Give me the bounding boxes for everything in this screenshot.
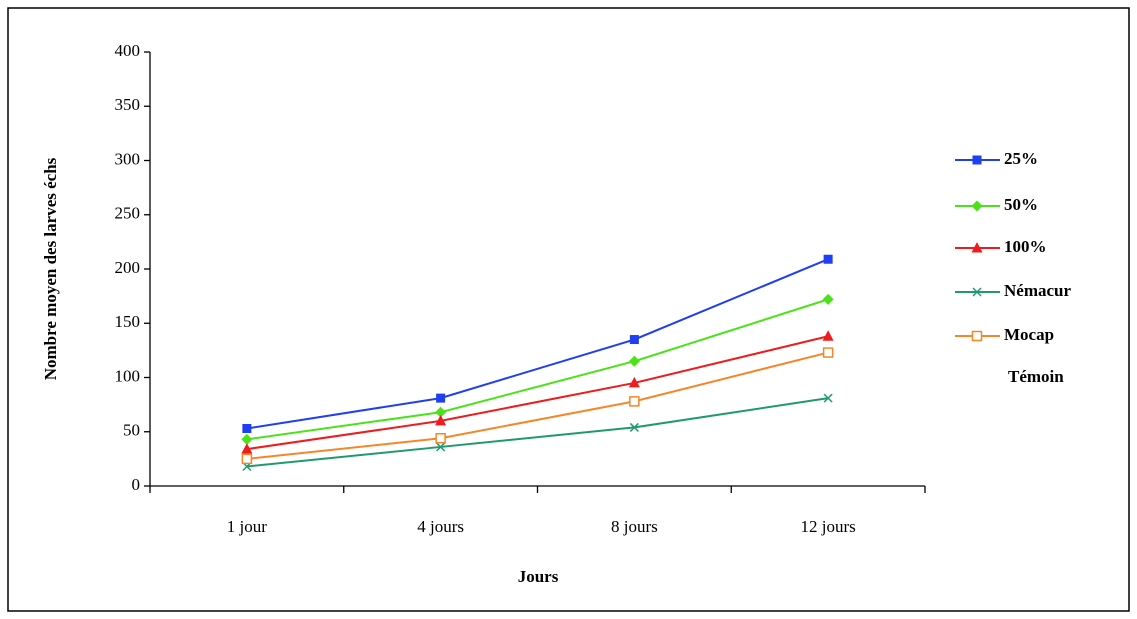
y-tick-label: 250: [115, 204, 141, 223]
data-point: [436, 442, 446, 452]
x-tick-label: 12 jours: [801, 517, 856, 536]
data-point: [629, 396, 640, 407]
legend-marker: [972, 287, 982, 297]
data-point: [241, 453, 253, 465]
chart-border: [7, 7, 1130, 612]
legend-label: Némacur: [1004, 281, 1071, 300]
y-tick-label: 100: [115, 366, 141, 385]
data-point: [628, 376, 640, 388]
data-point: [241, 433, 253, 445]
legend-marker: [971, 200, 983, 212]
legend-marker: [971, 242, 983, 253]
series-line: [246, 335, 829, 451]
data-point: [823, 254, 833, 264]
legend-label: Témoin: [1008, 367, 1064, 386]
y-tick-label: 200: [115, 258, 141, 277]
legend-label: 50%: [1004, 195, 1038, 214]
y-tick-label: 150: [115, 312, 141, 331]
x-tick-label: 8 jours: [611, 517, 658, 536]
data-point: [629, 422, 639, 432]
y-tick-label: 0: [132, 475, 141, 494]
data-point: [435, 414, 447, 426]
legend-marker: [971, 330, 983, 342]
data-point: [822, 330, 834, 341]
legend-label: 100%: [1004, 237, 1047, 256]
data-point: [628, 355, 640, 367]
y-tick-label: 50: [123, 421, 140, 440]
y-tick-label: 400: [115, 41, 141, 60]
legend-label: 25%: [1004, 149, 1038, 168]
x-tick-label: 4 jours: [417, 517, 464, 536]
data-point: [822, 347, 834, 358]
series-line: [246, 351, 829, 460]
y-tick-label: 300: [115, 149, 141, 168]
data-point: [436, 393, 446, 403]
data-point: [822, 293, 834, 305]
data-point: [435, 406, 447, 418]
x-axis-label: Jours: [518, 567, 559, 586]
data-point: [435, 433, 446, 444]
legend-label: Mocap: [1004, 325, 1054, 344]
data-point: [823, 393, 833, 403]
data-point: [241, 443, 253, 454]
series-line: [246, 298, 829, 441]
y-tick-label: 350: [115, 95, 141, 114]
series-line: [246, 258, 829, 430]
series-line: [246, 397, 829, 468]
y-axis-label: Nombre moyen des larves échs: [41, 157, 60, 380]
legend-marker: [972, 155, 982, 165]
data-point: [242, 423, 252, 433]
data-point: [629, 335, 639, 345]
x-tick-label: 1 jour: [227, 517, 267, 536]
